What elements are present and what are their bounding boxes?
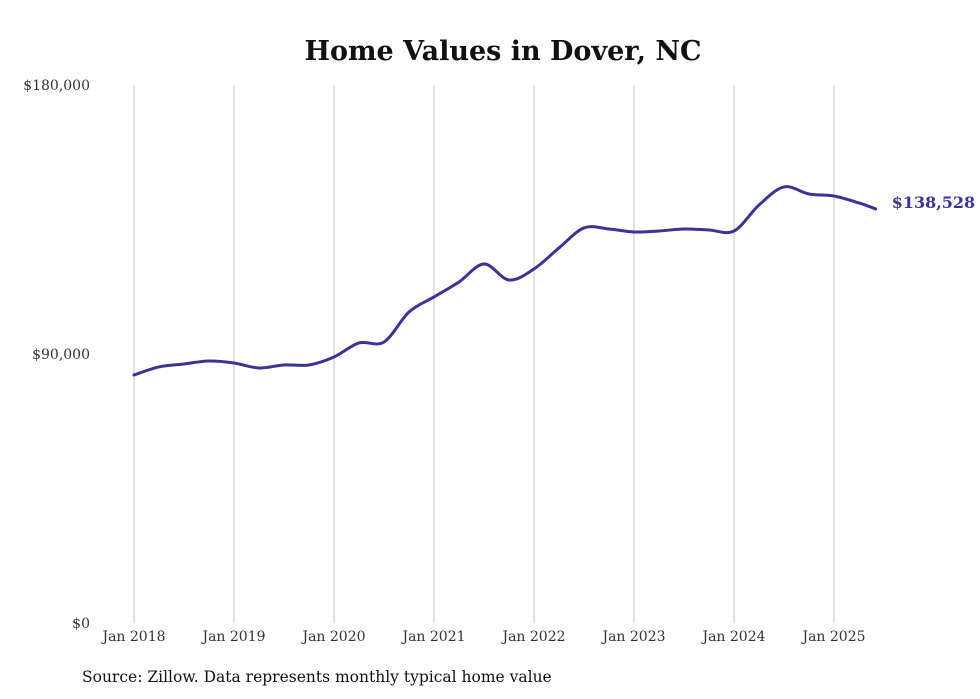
x-tick-label: Jan 2023 (600, 629, 665, 645)
end-value-label: $138,528 (892, 193, 976, 212)
x-tick-label: Jan 2021 (400, 629, 465, 645)
x-tick-label: Jan 2019 (200, 629, 265, 645)
x-tick-label: Jan 2025 (800, 629, 865, 645)
x-tick-label: Jan 2022 (500, 629, 565, 645)
gridlines (133, 85, 835, 623)
y-tick-label: $0 (72, 616, 90, 632)
y-tick-label: $180,000 (23, 78, 90, 94)
x-axis: Jan 2018 Jan 2019 Jan 2020 Jan 2021 Jan 2022… (100, 629, 865, 645)
y-tick-label: $90,000 (32, 347, 90, 363)
chart-title: Home Values in Dover, NC (304, 36, 701, 67)
x-tick-label: Jan 2020 (300, 629, 365, 645)
x-tick-label: Jan 2018 (100, 629, 165, 645)
series-line (132, 185, 878, 377)
x-tick-label: Jan 2024 (700, 629, 765, 645)
y-axis: $0 $90,000 $180,000 (23, 78, 90, 632)
source-note: Source: Zillow. Data represents monthly … (82, 668, 552, 686)
